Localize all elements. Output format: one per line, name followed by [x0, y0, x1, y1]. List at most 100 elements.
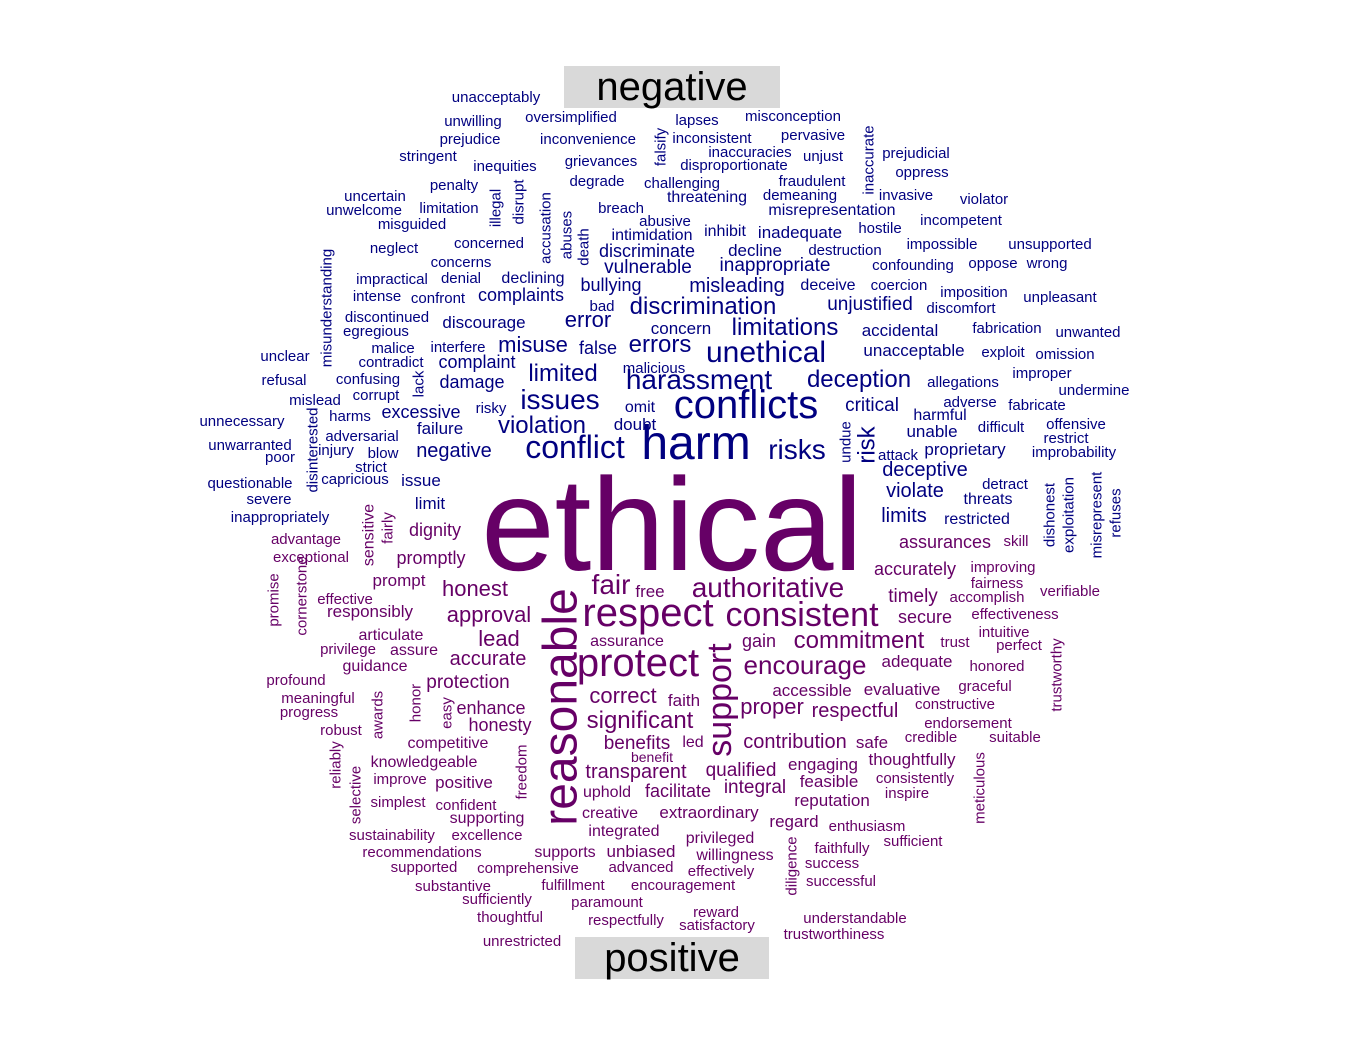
word-positive-trust: trust	[940, 634, 970, 651]
word-positive-robust: robust	[320, 722, 363, 739]
word-positive-honesty: honesty	[468, 715, 531, 735]
word-positive-gain: gain	[742, 631, 776, 651]
word-positive-awards: awards	[370, 691, 387, 739]
word-negative-misunderstanding: misunderstanding	[319, 249, 336, 367]
word-negative-deceive: deceive	[800, 277, 855, 294]
word-positive-improving: improving	[970, 559, 1035, 576]
word-negative-discriminate: discriminate	[599, 241, 695, 261]
word-positive-faith: faith	[668, 691, 700, 710]
word-negative-severe: severe	[246, 491, 291, 508]
word-negative-inadequate: inadequate	[758, 223, 842, 242]
word-negative-unjust: unjust	[803, 148, 844, 165]
word-positive-proper: proper	[740, 694, 804, 719]
word-negative-offensive: offensive	[1046, 416, 1106, 433]
word-positive-accurately: accurately	[874, 559, 956, 579]
word-positive-respectfully: respectfully	[588, 912, 664, 929]
word-negative-concerns: concerns	[431, 254, 492, 271]
word-negative-demeaning: demeaning	[763, 187, 837, 204]
word-positive-creative: creative	[582, 805, 638, 822]
word-negative-misuse: misuse	[498, 332, 568, 357]
word-negative-damage: damage	[439, 372, 504, 392]
word-negative-inhibit: inhibit	[704, 223, 746, 240]
word-positive-easy: easy	[439, 697, 456, 729]
word-positive-honored: honored	[969, 658, 1024, 675]
word-negative-hostile: hostile	[858, 220, 901, 237]
word-positive-fairly: fairly	[380, 512, 397, 544]
word-negative-complaint: complaint	[438, 352, 515, 372]
word-negative-interfere: interfere	[430, 339, 485, 356]
word-positive-willingness: willingness	[695, 847, 773, 864]
word-positive-simplest: simplest	[370, 794, 426, 811]
word-negative-misrepresent: misrepresent	[1089, 471, 1106, 559]
word-positive-enhance: enhance	[456, 698, 525, 718]
word-negative-inconvenience: inconvenience	[540, 131, 636, 148]
word-negative-doubt: doubt	[614, 415, 657, 434]
word-positive-integral: integral	[724, 777, 786, 798]
word-negative-malice: malice	[371, 340, 414, 357]
word-negative-error: error	[565, 307, 611, 332]
word-positive-recommendations: recommendations	[362, 844, 481, 861]
word-positive-respect: respect	[582, 591, 713, 635]
word-negative-declining: declining	[501, 270, 564, 287]
word-positive-assurances: assurances	[899, 532, 991, 552]
word-negative-prejudice: prejudice	[440, 131, 501, 148]
word-positive-respectful: respectful	[812, 700, 899, 722]
word-negative-bad: bad	[589, 298, 614, 315]
word-negative-bullying: bullying	[580, 275, 641, 295]
word-negative-restrict: restrict	[1044, 430, 1090, 447]
word-negative-unwelcome: unwelcome	[326, 202, 402, 219]
word-negative-dishonest: dishonest	[1042, 482, 1059, 547]
word-positive-responsibly: responsibly	[327, 602, 413, 621]
word-positive-inspire: inspire	[885, 785, 929, 802]
word-negative-blow: blow	[368, 445, 399, 462]
word-negative-refuses: refuses	[1108, 488, 1125, 537]
word-negative-discomfort: discomfort	[926, 300, 996, 317]
word-negative-coercion: coercion	[871, 277, 928, 294]
word-positive-confident: confident	[436, 797, 498, 814]
word-negative-stringent: stringent	[399, 148, 457, 165]
word-positive-faithfully: faithfully	[814, 840, 870, 857]
word-negative-invasive: invasive	[879, 187, 933, 204]
word-positive-extraordinary: extraordinary	[659, 803, 759, 822]
word-positive-positive: positive	[435, 773, 493, 792]
word-negative-accusation: accusation	[538, 192, 555, 264]
word-positive-integrated: integrated	[588, 823, 659, 840]
word-negative-abuses: abuses	[559, 211, 576, 259]
word-negative-confusing: confusing	[336, 371, 400, 388]
word-positive-promptly: promptly	[396, 548, 465, 568]
word-positive-benefit: benefit	[631, 749, 673, 765]
word-positive-comprehensive: comprehensive	[477, 860, 579, 877]
word-negative-vulnerable: vulnerable	[604, 257, 692, 278]
word-negative-falsify: falsify	[653, 127, 670, 166]
word-negative-unethical: unethical	[706, 336, 826, 369]
word-positive-supported: supported	[391, 859, 458, 876]
word-positive-sufficient: sufficient	[884, 833, 944, 850]
word-positive-suitable: suitable	[989, 729, 1041, 746]
word-negative-misleading: misleading	[689, 275, 785, 297]
word-positive-fulfillment: fulfillment	[541, 877, 605, 894]
word-positive-selective: selective	[348, 766, 365, 824]
word-positive-promise: promise	[266, 573, 283, 626]
word-positive-lead: lead	[478, 626, 520, 651]
word-negative-egregious: egregious	[343, 323, 409, 340]
word-negative-imposition: imposition	[940, 284, 1008, 301]
word-negative-unnecessary: unnecessary	[199, 413, 285, 430]
word-positive-meticulous: meticulous	[972, 752, 989, 824]
word-negative-grievances: grievances	[565, 153, 638, 170]
word-positive-thoughtful: thoughtful	[477, 909, 543, 926]
word-positive-prompt: prompt	[373, 571, 426, 590]
word-negative-restricted: restricted	[944, 511, 1010, 528]
word-positive-trustworthy: trustworthy	[1049, 638, 1066, 712]
word-positive-perfect: perfect	[996, 637, 1043, 654]
word-negative-lack: lack	[411, 370, 428, 397]
word-negative-deceptive: deceptive	[882, 459, 968, 481]
word-positive-meaningful: meaningful	[281, 690, 354, 707]
word-negative-incompetent: incompetent	[920, 212, 1003, 229]
word-positive-evaluative: evaluative	[864, 680, 941, 699]
word-negative-undue: undue	[838, 421, 855, 463]
word-positive-improve: improve	[373, 771, 426, 788]
word-positive-facilitate: facilitate	[645, 781, 711, 801]
word-negative-critical: critical	[845, 395, 899, 416]
word-negative-conflict: conflict	[525, 429, 625, 465]
word-negative-risks: risks	[768, 434, 826, 465]
